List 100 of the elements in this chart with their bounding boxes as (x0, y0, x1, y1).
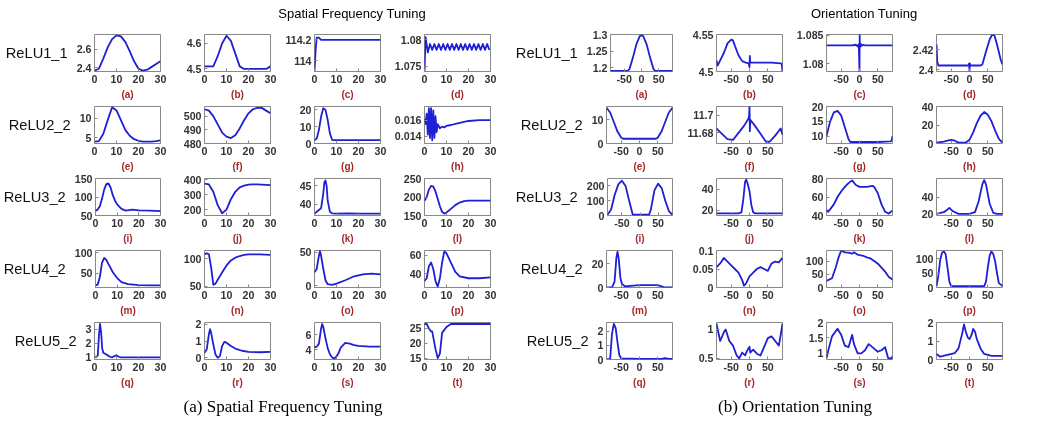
y-tick-label: 0 (195, 351, 202, 364)
x-tick-label: 30 (154, 288, 167, 301)
line-series (610, 34, 673, 72)
line-series (607, 179, 673, 216)
y-tick-label: 5 (85, 131, 92, 144)
y-tick-label: 0.5 (698, 352, 714, 365)
x-tick-label: 30 (374, 288, 387, 301)
x-tick-label: -50 (613, 360, 629, 373)
x-tick-label: 50 (761, 144, 774, 157)
x-axis-title: (t) (452, 376, 463, 388)
x-tick-label: 20 (352, 216, 365, 229)
x-tick-label: 10 (220, 288, 233, 301)
x-tick-label: 30 (374, 72, 387, 85)
y-tick-label: 300 (183, 188, 202, 201)
line-series (936, 34, 1003, 72)
y-tick-label: 400 (183, 173, 202, 186)
y-tick-label: 50 (921, 267, 934, 280)
x-tick-label: 50 (761, 72, 774, 85)
y-tick-label: 10 (591, 113, 604, 126)
x-tick-label: 50 (981, 216, 994, 229)
x-tick-label: 10 (110, 360, 123, 373)
y-tick-label: 45 (299, 179, 312, 192)
x-tick-label: 10 (220, 360, 233, 373)
x-axis-title: (i) (635, 232, 645, 244)
x-tick-label: 0 (966, 144, 973, 157)
line-series (314, 107, 381, 142)
line-series (826, 34, 893, 72)
x-tick-label: 10 (111, 288, 124, 301)
y-tick-label: 1.085 (796, 29, 824, 42)
y-tick-label: 1.25 (586, 45, 608, 58)
x-tick-label: -50 (833, 216, 849, 229)
x-tick-label: -50 (943, 216, 959, 229)
x-tick-label: 30 (154, 72, 167, 85)
y-tick-label: 20 (921, 207, 934, 220)
x-axis-title: (f) (744, 160, 755, 172)
x-tick-label: 50 (871, 360, 884, 373)
x-tick-label: 50 (871, 216, 884, 229)
line-series (936, 250, 1003, 287)
y-tick-label: 490 (183, 123, 202, 136)
x-axis-title: (f) (232, 160, 243, 172)
y-tick-label: 0 (305, 279, 312, 292)
x-tick-label: 0 (856, 216, 863, 229)
x-axis-title: (k) (853, 232, 866, 244)
text: (a) Spatial Frequency Tuning (183, 396, 383, 418)
line-series (716, 38, 783, 72)
x-tick-label: 20 (132, 72, 145, 85)
x-tick-label: 0 (856, 288, 863, 301)
y-tick-label: 114 (294, 54, 312, 67)
x-axis-title: (g) (853, 160, 866, 172)
x-tick-label: -50 (723, 144, 739, 157)
line-series (424, 36, 491, 72)
x-tick-label: 0 (966, 288, 973, 301)
y-tick-label: 4.5 (186, 62, 202, 75)
y-tick-label: 60 (811, 191, 824, 203)
x-axis-title: (o) (341, 304, 354, 316)
x-tick-label: 50 (761, 360, 774, 373)
y-tick-label: 2 (195, 318, 202, 331)
x-tick-label: 30 (374, 216, 387, 229)
x-tick-label: -50 (723, 360, 739, 373)
x-tick-label: 30 (484, 72, 497, 85)
line-series (936, 179, 1003, 215)
y-tick-label: 50 (189, 280, 202, 293)
line-series (314, 36, 381, 72)
x-tick-label: 30 (264, 72, 277, 85)
x-tick-label: 30 (374, 144, 387, 157)
line-series (826, 327, 893, 360)
x-tick-label: -50 (833, 360, 849, 373)
y-tick-label: 100 (805, 255, 824, 268)
y-tick-label: 3 (85, 323, 92, 336)
y-tick-label: 40 (811, 209, 824, 222)
chart-title: Orientation Tuning (810, 5, 918, 23)
x-tick-label: 50 (651, 144, 664, 157)
y-tick-label: 500 (183, 110, 202, 123)
y-tick-label: 15 (811, 115, 824, 128)
y-axis-title: ReLU1_1 (5, 45, 68, 61)
line-series (204, 252, 271, 286)
line-series (94, 106, 161, 143)
x-tick-label: 10 (330, 144, 343, 157)
x-tick-label: 20 (242, 72, 255, 85)
line-series (936, 111, 1003, 144)
text: (b) Orientation Tuning (718, 396, 872, 418)
y-tick-label: 10 (79, 112, 92, 125)
x-axis-title: (e) (121, 160, 134, 172)
x-axis-title: (d) (963, 88, 976, 100)
x-tick-label: 50 (871, 72, 884, 85)
x-axis-title: (i) (123, 232, 133, 244)
y-tick-label: 10 (299, 120, 312, 133)
y-tick-label: 100 (74, 246, 93, 259)
x-axis-title: (j) (232, 232, 243, 244)
line-series (424, 250, 491, 288)
y-axis-title: ReLU4_2 (520, 261, 583, 277)
x-tick-label: 10 (220, 216, 233, 229)
x-tick-label: -50 (943, 360, 959, 373)
x-tick-label: -50 (833, 288, 849, 301)
y-tick-label: 60 (409, 249, 422, 262)
x-tick-label: 30 (484, 360, 497, 373)
x-axis-title: (a) (635, 88, 648, 100)
x-tick-label: 20 (462, 360, 475, 373)
y-tick-label: 2.42 (912, 43, 934, 56)
y-tick-label: 2 (927, 316, 934, 329)
